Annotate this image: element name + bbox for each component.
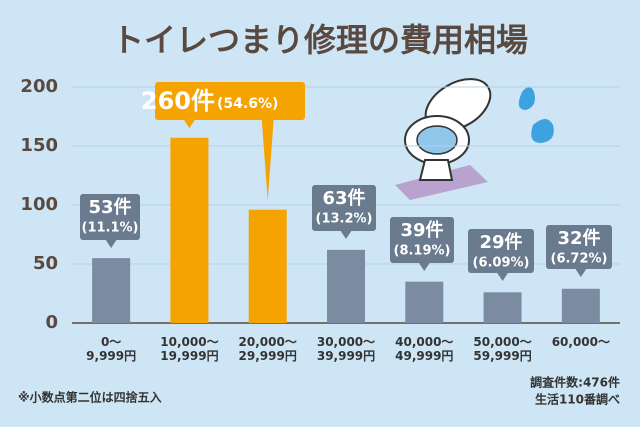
callout-share: (8.19%) (394, 244, 451, 259)
callout: 63件 (13.2%) (312, 185, 376, 239)
callout: 32件 (6.72%) (546, 225, 612, 277)
callout-pointer (340, 230, 352, 239)
x-tick-label: 0〜 9,999円 (86, 335, 136, 363)
y-tick-label: 0 (45, 312, 58, 333)
callout-pointer (105, 239, 118, 248)
y-tick-label: 100 (20, 194, 58, 215)
bar (483, 292, 522, 323)
callout-box (312, 185, 376, 231)
x-tick-label: 20,000〜 29,999円 (239, 335, 297, 363)
callout-count: 53件 (88, 196, 131, 218)
bar (561, 288, 600, 323)
callout-pointer (496, 272, 509, 281)
y-tick-label: 150 (20, 135, 58, 156)
callout-box (468, 229, 534, 273)
callout-share: (54.6%) (217, 96, 278, 112)
bar (170, 137, 209, 323)
callout-share: (6.72%) (551, 252, 608, 267)
bar (248, 209, 287, 323)
bar (405, 281, 444, 323)
callout-box (155, 82, 305, 120)
callout-count: 29件 (479, 231, 522, 253)
x-tick-label: 30,000〜 39,999円 (317, 335, 375, 363)
y-tick-label: 50 (33, 253, 58, 274)
chart-title: トイレつまり修理の費用相場 (112, 21, 528, 59)
source: 生活110番調べ (535, 392, 620, 407)
x-tick-label: 50,000〜 59,999円 (473, 335, 531, 363)
callout-box (546, 225, 612, 269)
x-tick-label: 10,000〜 19,999円 (160, 335, 218, 363)
callout-share: (13.2%) (316, 212, 373, 227)
x-tick-label: 40,000〜 49,999円 (395, 335, 453, 363)
callout-box (80, 194, 140, 240)
callout-box (390, 217, 454, 263)
callout-share: (6.09%) (473, 256, 530, 271)
bar (327, 249, 365, 323)
callout-pointer (418, 262, 431, 271)
callout-count: 32件 (557, 227, 600, 249)
callout-count: 260件 (141, 87, 215, 115)
y-tick-label: 200 (20, 76, 58, 97)
bar (92, 258, 131, 323)
source: 調査件数:476件 (530, 375, 620, 390)
callout: 39件 (8.19%) (390, 217, 454, 271)
callout: 260件 (54.6%) (141, 82, 305, 200)
x-tick-label: 60,000〜 (552, 335, 610, 349)
callout: 29件 (6.09%) (468, 229, 534, 281)
callout-count: 39件 (400, 219, 443, 241)
callout-count: 63件 (322, 187, 365, 209)
callout-pointer (574, 268, 587, 277)
footnote: ※小数点第二位は四捨五入 (18, 390, 162, 405)
callout-pointer (261, 119, 274, 200)
callout-pointer (183, 119, 196, 128)
callout-share: (11.1%) (82, 221, 139, 236)
callout: 53件 (11.1%) (80, 194, 140, 248)
toilet-illustration (395, 78, 554, 200)
